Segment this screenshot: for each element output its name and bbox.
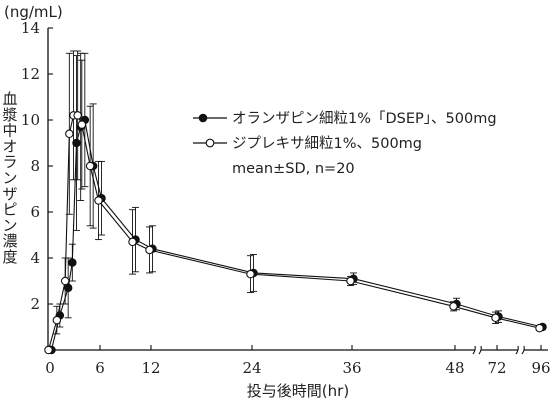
y-tick-label: 6: [30, 203, 40, 221]
data-point: [77, 120, 87, 129]
y-axis-label-char: 中: [2, 122, 17, 140]
axis-break-mark: [515, 345, 525, 355]
data-point: [535, 323, 544, 333]
y-tick-label: 4: [30, 249, 40, 267]
data-point: [94, 196, 103, 205]
x-tick-label: 0: [45, 359, 55, 377]
y-tick-label: 2: [30, 295, 40, 313]
y-axis-label-char: ザ: [2, 185, 17, 203]
legend: オランザピン細粒1%「DSEP」、500mg ジプレキサ細粒1%、500mg m…: [193, 110, 497, 177]
y-tick-label: 14: [21, 19, 40, 37]
data-point: [491, 313, 500, 323]
y-tick-label: 12: [21, 65, 40, 83]
x-tick-label: 12: [141, 359, 160, 377]
data-point: [63, 283, 73, 293]
data-point: [68, 258, 77, 267]
series-2: [44, 50, 544, 355]
axis-break-mark: [472, 345, 482, 355]
x-tick-label: 96: [531, 359, 550, 377]
axes: [47, 28, 548, 355]
data-point: [73, 111, 82, 120]
x-tick-label: 48: [445, 359, 464, 377]
series-line: [50, 118, 543, 351]
legend-marker-1: [198, 113, 208, 123]
y-axis-label-char: 濃: [2, 232, 17, 250]
y-tick-label: 10: [21, 111, 40, 129]
legend-label-2: ジプレキサ細粒1%、500mg: [232, 135, 422, 152]
y-axis-label-char: 漿: [2, 106, 17, 124]
data-point: [85, 161, 95, 171]
series-layer: [44, 50, 547, 355]
data-point: [145, 245, 154, 255]
y-axis-label-char: 度: [2, 248, 17, 266]
y-unit-label: (ng/mL): [4, 3, 63, 21]
data-point: [449, 302, 458, 311]
data-point: [60, 276, 70, 286]
data-point: [65, 129, 74, 139]
y-axis-label-char: オ: [2, 137, 17, 155]
x-tick-label: 6: [95, 359, 105, 377]
series-line: [47, 114, 540, 351]
data-point: [128, 237, 137, 247]
legend-marker-2: [205, 138, 215, 148]
x-tick-label: 24: [242, 359, 261, 377]
y-axis-label-char: ン: [2, 216, 17, 234]
data-point: [52, 315, 62, 325]
x-axis-label: 投与後時間(hr): [247, 382, 349, 400]
x-tick-label: 36: [342, 359, 361, 377]
series-1: [47, 52, 547, 355]
data-point: [346, 276, 355, 286]
y-axis-label-char: ピ: [2, 201, 17, 219]
legend-label-1: オランザピン細粒1%「DSEP」、500mg: [232, 110, 497, 127]
data-point: [44, 345, 53, 355]
y-axis-label-char: 血: [2, 90, 17, 108]
y-tick-label: 8: [30, 157, 40, 175]
x-tick-label: 72: [487, 359, 506, 377]
y-axis-label-char: ラ: [2, 153, 17, 171]
y-axis-label-char: ン: [2, 169, 17, 187]
data-point: [72, 138, 81, 148]
legend-note: mean±SD, n=20: [232, 161, 355, 177]
data-point: [246, 269, 255, 279]
